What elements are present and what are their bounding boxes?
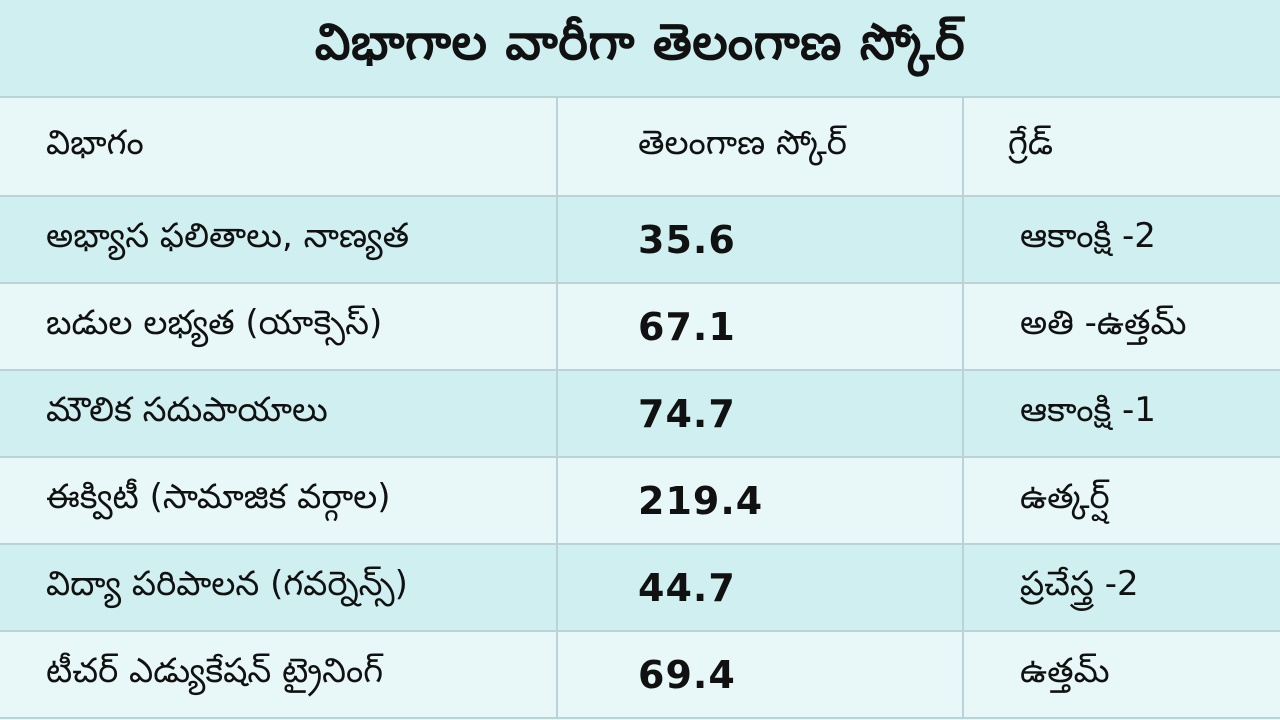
score-table: విభాగం తెలంగాణ స్కోర్ గ్రేడ్ అభ్యాస ఫలిత… [0,98,1280,719]
grade-cell: ఆకాంక్షి -2 [963,196,1280,284]
score-cell: 69.4 [557,631,964,719]
header-grade: గ్రేడ్ [963,98,1280,197]
table-row: టీచర్ ఎడ్యుకేషన్ ట్రైనింగ్ 69.4 ఉత్తమ్ [0,631,1280,719]
category-cell: బడుల లభ్యత (యాక్సెస్) [0,283,558,371]
table-row: బడుల లభ్యత (యాక్సెస్) 67.1 అతి -ఉత్తమ్ [0,283,1280,371]
table-row: మౌలిక సదుపాయాలు 74.7 ఆకాంక్షి -1 [0,370,1280,458]
table-row: అభ్యాస ఫలితాలు, నాణ్యత 35.6 ఆకాంక్షి -2 [0,196,1280,284]
grade-cell: ప్రచేస్త్ర -2 [963,544,1280,632]
score-cell: 67.1 [557,283,964,371]
grade-cell: ఉత్తమ్ [963,631,1280,719]
header-category: విభాగం [0,98,558,197]
category-cell: అభ్యాస ఫలితాలు, నాణ్యత [0,196,558,284]
category-cell: ఈక్విటీ (సామాజిక వర్గాల) [0,457,558,545]
category-cell: విద్యా పరిపాలన (గవర్నెన్స్) [0,544,558,632]
grade-cell: ఆకాంక్షి -1 [963,370,1280,458]
table-row: విద్యా పరిపాలన (గవర్నెన్స్) 44.7 ప్రచేస్… [0,544,1280,632]
score-cell: 44.7 [557,544,964,632]
grade-cell: అతి -ఉత్తమ్ [963,283,1280,371]
grade-cell: ఉత్కర్ష్ [963,457,1280,545]
score-cell: 74.7 [557,370,964,458]
header-score: తెలంగాణ స్కోర్ [557,98,964,197]
page-title: విభాగాల వారీగా తెలంగాణ స్కోర్ [314,12,966,71]
table-header-row: విభాగం తెలంగాణ స్కోర్ గ్రేడ్ [0,98,1280,197]
category-cell: టీచర్ ఎడ్యుకేషన్ ట్రైనింగ్ [0,631,558,719]
category-cell: మౌలిక సదుపాయాలు [0,370,558,458]
table-row: ఈక్విటీ (సామాజిక వర్గాల) 219.4 ఉత్కర్ష్ [0,457,1280,545]
score-cell: 219.4 [557,457,964,545]
score-cell: 35.6 [557,196,964,284]
title-banner: విభాగాల వారీగా తెలంగాణ స్కోర్ [0,0,1280,98]
